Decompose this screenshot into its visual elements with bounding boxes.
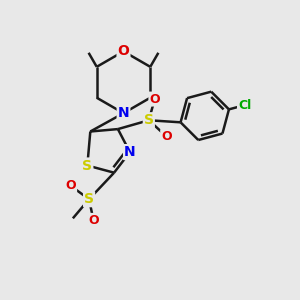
- Text: O: O: [149, 93, 160, 106]
- Text: O: O: [65, 179, 76, 192]
- Text: S: S: [82, 158, 92, 172]
- Text: S: S: [144, 113, 154, 127]
- Text: O: O: [118, 44, 129, 58]
- Text: O: O: [88, 214, 99, 227]
- Text: O: O: [161, 130, 172, 143]
- Text: Cl: Cl: [238, 99, 251, 112]
- Text: S: S: [84, 192, 94, 206]
- Text: N: N: [118, 106, 129, 120]
- Text: N: N: [124, 145, 136, 159]
